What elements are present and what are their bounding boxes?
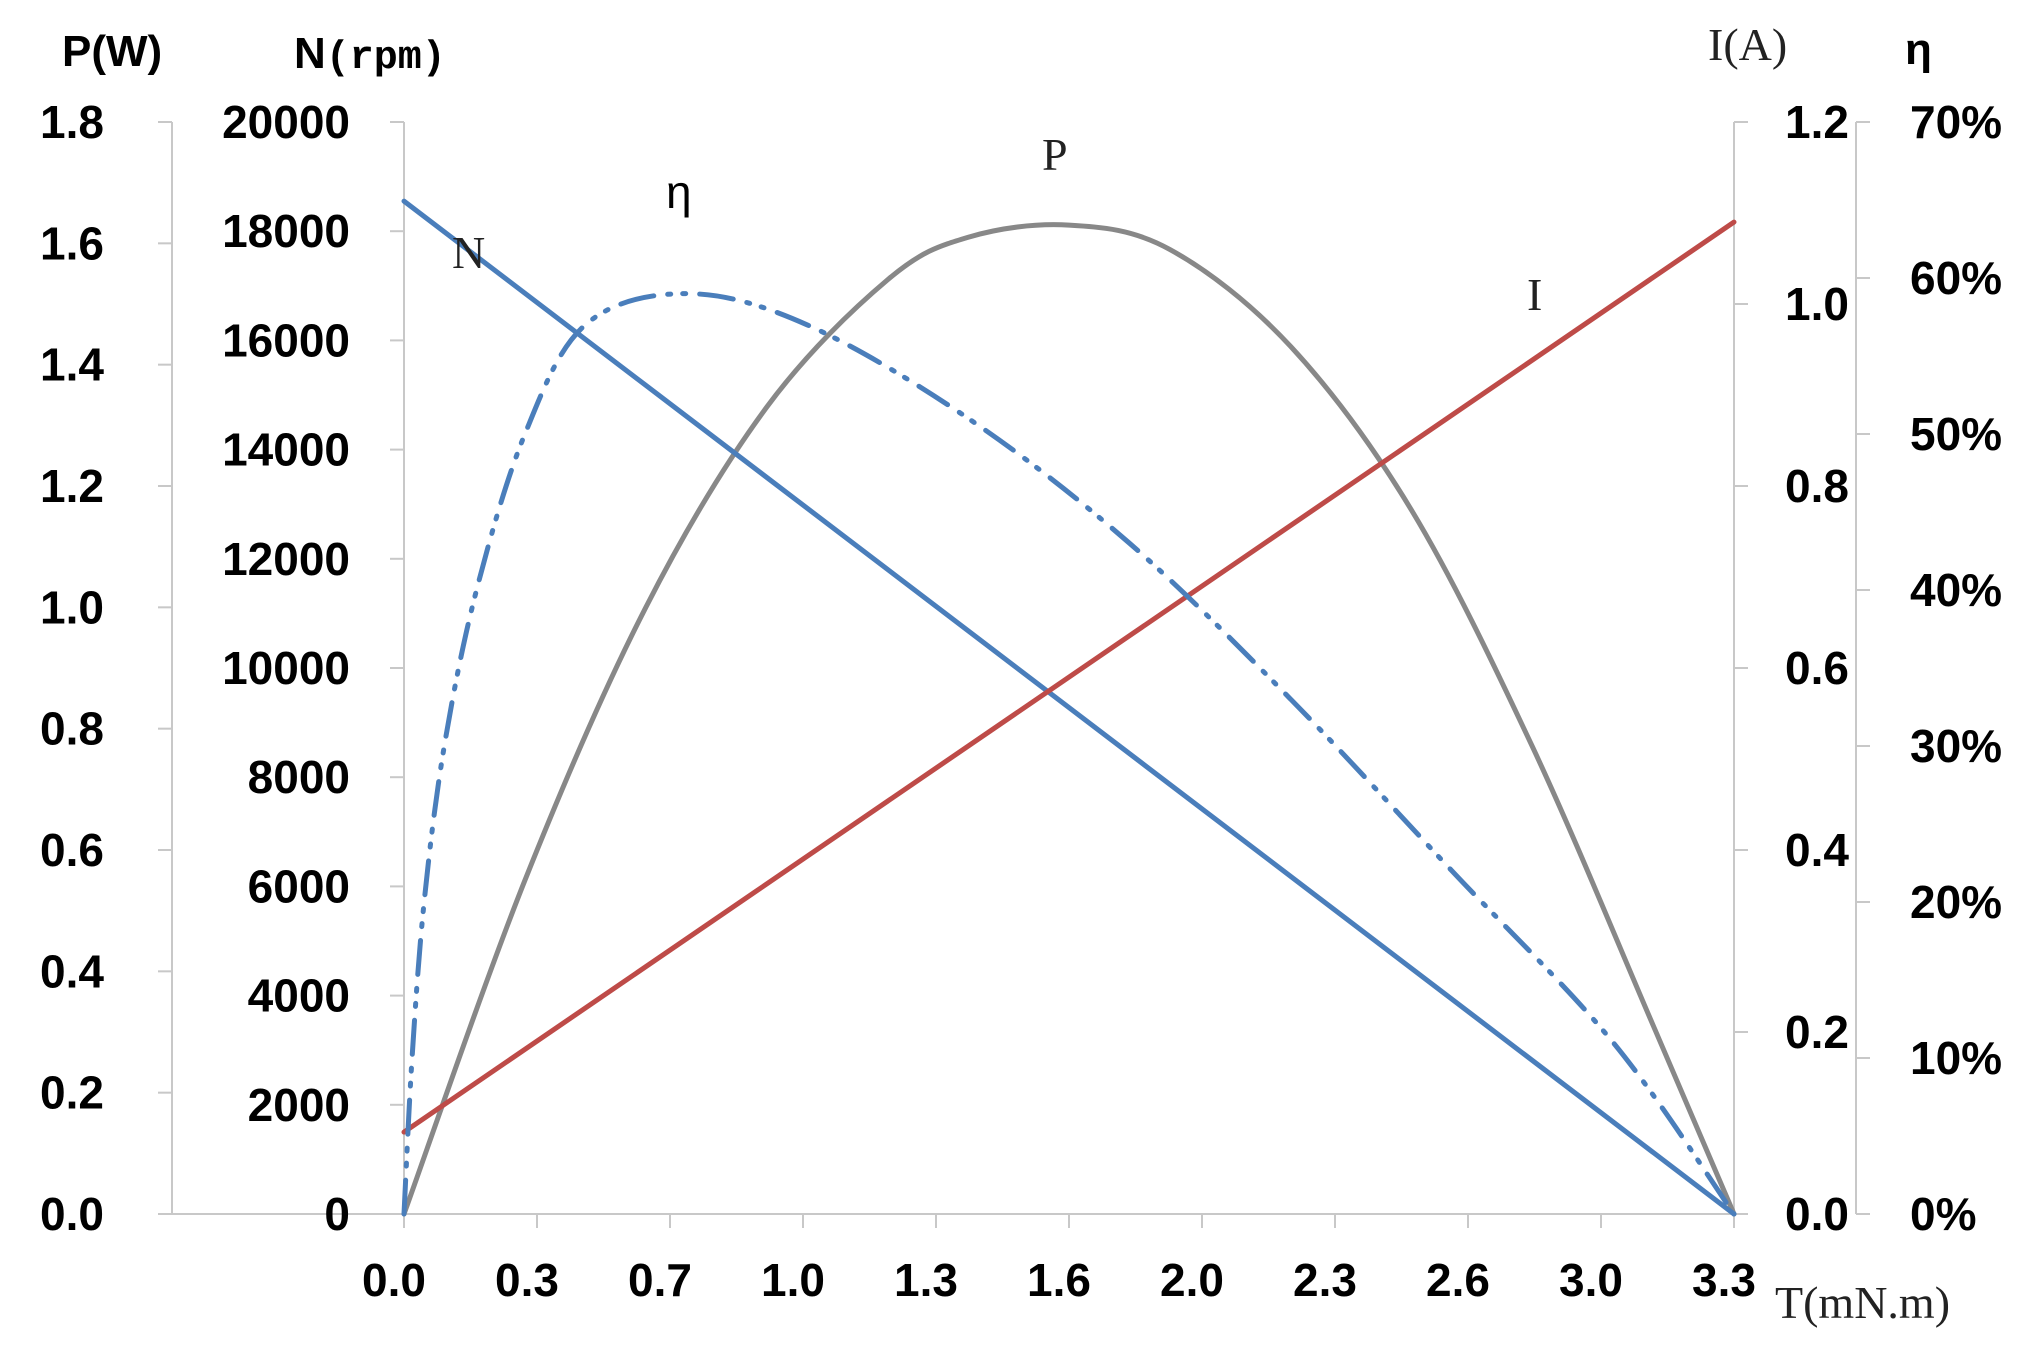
n-tick-label: 16000	[222, 314, 350, 366]
i-tick-label: 0.6	[1785, 642, 1849, 694]
n-tick-label: 12000	[222, 533, 350, 585]
annotation-eta: η	[666, 166, 692, 218]
i-tick-label: 1.2	[1785, 96, 1849, 148]
series-n-line	[401, 198, 1737, 1217]
x-tick-label: 1.0	[761, 1254, 825, 1306]
p-tick-label: 0.4	[40, 945, 104, 997]
series-layer	[401, 198, 1737, 1217]
p-tick-label: 0.8	[40, 703, 104, 755]
p-tick-label: 1.6	[40, 217, 104, 269]
x-tick-label: 1.3	[894, 1254, 958, 1306]
n-tick-label: 18000	[222, 205, 350, 257]
x-tick-label: 2.3	[1293, 1254, 1357, 1306]
eta-tick-label: 30%	[1910, 720, 2002, 772]
eta-tick-label: 50%	[1910, 408, 2002, 460]
n-tick-label: 10000	[222, 642, 350, 694]
n-tick-label: 20000	[222, 96, 350, 148]
x-tick-label: 0.0	[362, 1254, 426, 1306]
eta-axis-title: η	[1905, 25, 1932, 74]
annotation-i: I	[1527, 269, 1542, 320]
i-tick-label: 0.4	[1785, 824, 1849, 876]
x-tick-label: 3.0	[1559, 1254, 1623, 1306]
annotation-n: N	[452, 227, 485, 278]
eta-tick-label: 60%	[1910, 252, 2002, 304]
eta-tick-label: 20%	[1910, 876, 2002, 928]
i-tick-label: 0.8	[1785, 460, 1849, 512]
p-tick-label: 1.4	[40, 339, 104, 391]
n-axis-title-unit: (rpm)	[326, 36, 446, 81]
eta-tick-label: 10%	[1910, 1032, 2002, 1084]
x-tick-label: 2.0	[1160, 1254, 1224, 1306]
n-axis-title: N(rpm)	[294, 29, 446, 81]
p-tick-label: 1.2	[40, 460, 104, 512]
n-tick-label: 4000	[248, 970, 350, 1022]
i-tick-label: 0.2	[1785, 1006, 1849, 1058]
i-tick-label: 1.0	[1785, 278, 1849, 330]
x-tick-label: 0.3	[495, 1254, 559, 1306]
x-tick-label: 2.6	[1426, 1254, 1490, 1306]
x-tick-label: 0.7	[628, 1254, 692, 1306]
axes-group: 0.0 0.2 0.4 0.6 0.8 1.0 1.2 1.4 1.6 1.8 0 2000 4000 6…	[40, 96, 2002, 1306]
n-tick-label: 0	[324, 1188, 350, 1240]
x-tick-label: 1.6	[1027, 1254, 1091, 1306]
p-tick-label: 0.0	[40, 1188, 104, 1240]
series-i-line	[401, 219, 1737, 1135]
p-tick-label: 1.8	[40, 96, 104, 148]
labels-group: P(W) N(rpm) I(A) η T(mN.m) N η P I	[62, 19, 1950, 1328]
series-eta-line	[401, 291, 1737, 1217]
x-axis-title: T(mN.m)	[1775, 1277, 1950, 1328]
n-tick-label: 14000	[222, 424, 350, 476]
n-tick-label: 8000	[248, 751, 350, 803]
i-axis-title: I(A)	[1708, 19, 1787, 70]
n-tick-label: 2000	[248, 1079, 350, 1131]
series-p-line	[401, 222, 1737, 1217]
p-tick-label: 0.6	[40, 824, 104, 876]
eta-tick-label: 0%	[1910, 1188, 1976, 1240]
eta-tick-label: 70%	[1910, 96, 2002, 148]
eta-tick-label: 40%	[1910, 564, 2002, 616]
x-tick-label: 3.3	[1692, 1254, 1756, 1306]
p-tick-label: 0.2	[40, 1067, 104, 1119]
p-tick-label: 1.0	[40, 581, 104, 633]
i-tick-label: 0.0	[1785, 1188, 1849, 1240]
n-axis-title-main: N	[294, 29, 326, 78]
n-tick-label: 6000	[248, 860, 350, 912]
annotation-p: P	[1042, 129, 1068, 180]
p-axis-title: P(W)	[62, 27, 162, 76]
